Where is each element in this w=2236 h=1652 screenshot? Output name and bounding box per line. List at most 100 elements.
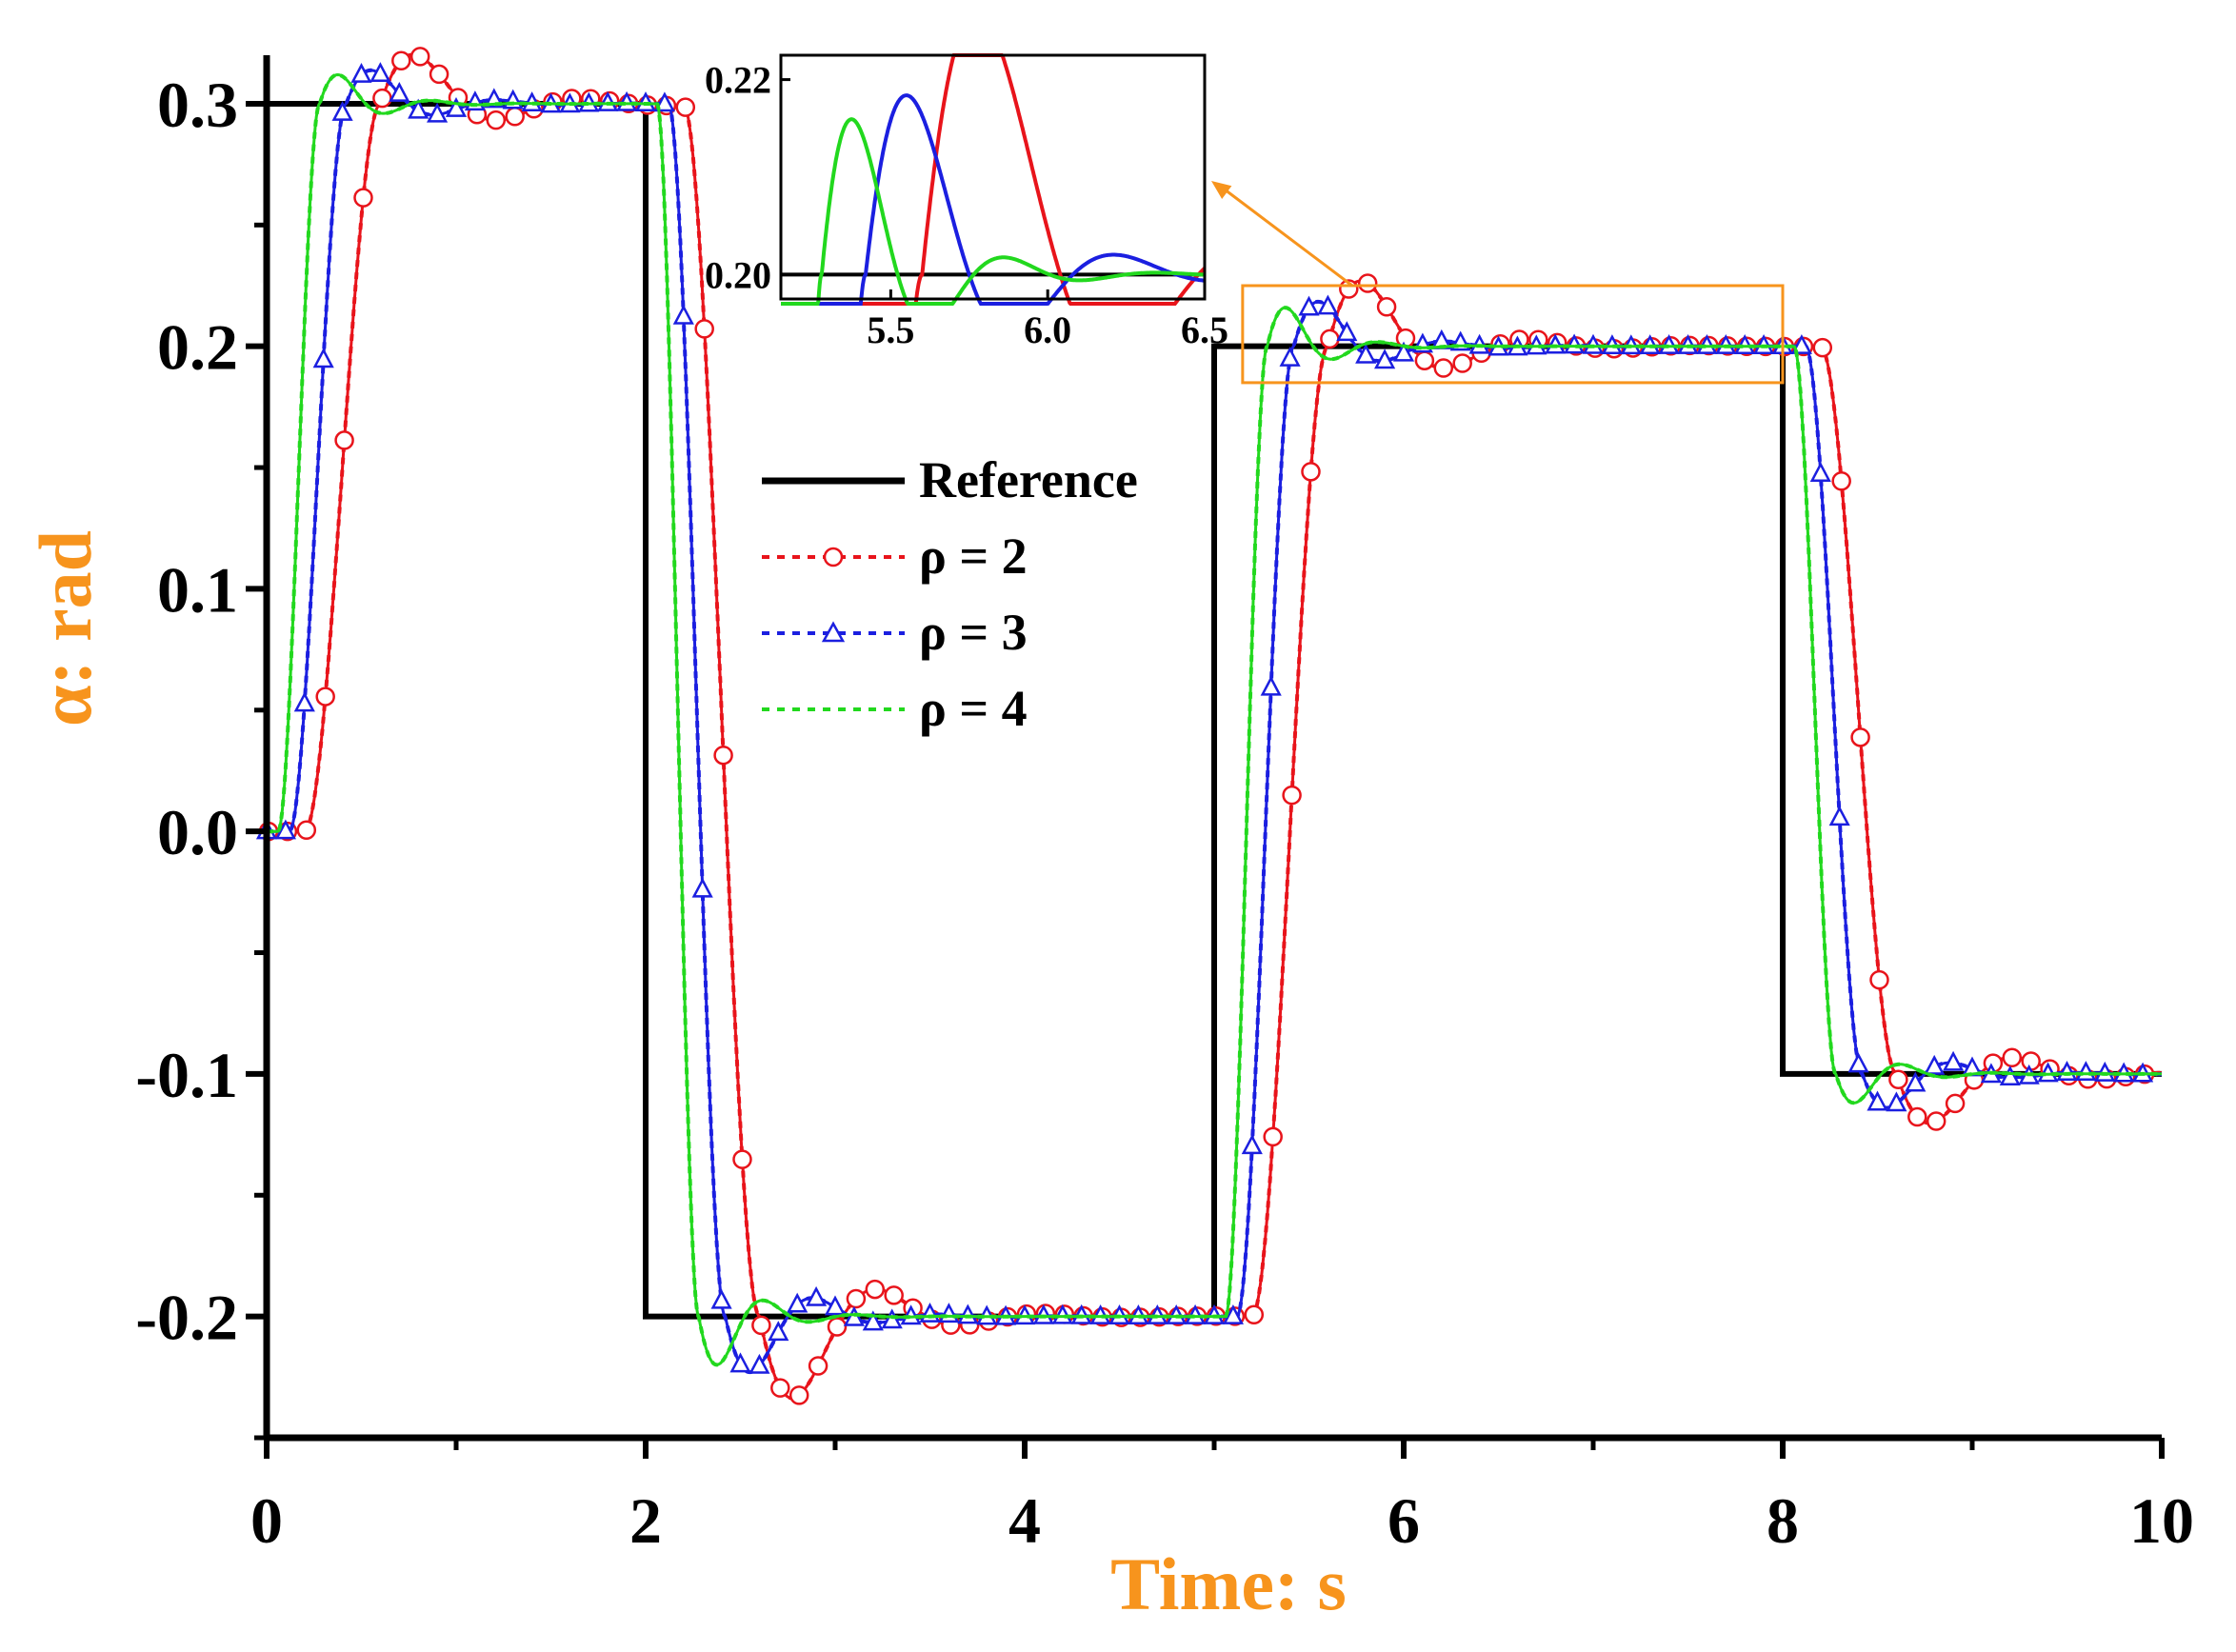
marker-rho2 (884, 1285, 904, 1305)
marker-rho3 (445, 97, 468, 117)
x-tick-label: 2 (629, 1484, 662, 1557)
marker-rho3 (1279, 346, 1301, 367)
marker-rho3 (710, 1288, 732, 1309)
inset-frame (779, 53, 1207, 301)
marker-rho2 (1869, 969, 1889, 990)
marker-rho3 (1847, 1052, 1869, 1073)
axes-layer: 0 2 4 6 8 10 0.3 0.2 0.1 0.0 -0.1 -0.2 (135, 55, 2194, 1557)
marker-rho3 (1867, 1090, 1888, 1111)
x-tick-label: 8 (1767, 1484, 1799, 1557)
marker-rho3 (274, 819, 296, 840)
marker-rho3 (862, 1310, 884, 1331)
marker-rho3 (1298, 295, 1320, 316)
marker-rho2 (1888, 1069, 1908, 1089)
marker-rho2 (1850, 727, 1870, 747)
marker-rho2 (315, 687, 335, 707)
inset-plot: 5.5 6.0 6.5 0.22 0.20 (705, 53, 1228, 351)
marker-rho2 (789, 1385, 809, 1405)
marker-rho2 (694, 319, 714, 339)
legend-marker-rho3 (821, 621, 846, 643)
legend-marker-rho2 (823, 547, 844, 567)
legend-label-rho2: ρ = 2 (919, 527, 1028, 585)
marker-rho2 (1452, 353, 1472, 373)
marker-rho2 (486, 109, 507, 130)
marker-rho2 (1376, 297, 1397, 317)
marker-rho2 (846, 1288, 867, 1309)
inset-x-tick-label: 6.5 (1181, 309, 1228, 351)
marker-rho3 (749, 1353, 770, 1374)
marker-rho2 (1926, 1111, 1947, 1131)
marker-rho3 (1336, 321, 1358, 342)
marker-rho2 (391, 50, 411, 71)
marker-rho3 (1374, 348, 1396, 369)
marker-rho2 (865, 1279, 886, 1300)
reference-line (267, 100, 2162, 1320)
marker-rho2 (1301, 462, 1321, 482)
marker-rho3 (369, 62, 391, 83)
marker-rho3 (881, 1308, 903, 1329)
inset-series-line-3 (781, 93, 1206, 306)
marker-rho3 (824, 1295, 847, 1316)
marker-rho3 (350, 62, 372, 83)
marker-rho2 (1433, 358, 1454, 378)
y-tick-label: -0.2 (135, 1282, 238, 1354)
y-tick-label: 0.0 (157, 796, 238, 868)
marker-rho2 (429, 64, 449, 85)
marker-rho2 (353, 188, 373, 208)
marker-rho2 (1831, 470, 1851, 491)
marker-rho2 (713, 745, 733, 766)
marker-rho3 (293, 691, 315, 712)
y-tick-label: 0.1 (157, 553, 238, 626)
marker-rho2 (1357, 273, 1378, 293)
marker-rho3 (1999, 1065, 2021, 1086)
marker-rho3 (1564, 333, 1586, 354)
marker-rho3 (2056, 1061, 2078, 1081)
y-axis-title: α: rad (24, 530, 107, 726)
marker-rho3 (1790, 334, 1812, 354)
marker-rho3 (1392, 341, 1415, 362)
marker-rho2 (1320, 328, 1340, 349)
legend-label-rho4: ρ = 4 (919, 680, 1028, 737)
marker-rho3 (427, 102, 449, 123)
marker-rho2 (372, 88, 392, 109)
marker-rho3 (408, 98, 429, 119)
zoom-highlight-box (1241, 284, 1785, 385)
marker-rho3 (1809, 462, 1831, 482)
marker-rho3 (1355, 343, 1377, 364)
y-tick-label: 0.3 (157, 69, 238, 141)
marker-rho3 (1241, 1134, 1263, 1155)
marker-rho2 (1945, 1093, 1966, 1114)
marker-rho3 (331, 101, 353, 121)
marker-rho3 (1317, 294, 1339, 315)
marker-rho2 (1263, 1126, 1283, 1147)
x-tick-label: 10 (2129, 1484, 2194, 1557)
legend-label-rho3: ρ = 3 (919, 604, 1028, 661)
marker-rho2 (751, 1315, 771, 1336)
legend-label-reference: Reference (919, 451, 1138, 508)
marker-rho3 (843, 1305, 865, 1326)
x-tick-label: 4 (1008, 1484, 1041, 1557)
marker-rho2 (827, 1317, 848, 1337)
marker-rho3 (1886, 1091, 1907, 1112)
marker-rho3 (672, 304, 694, 325)
marker-rho3 (653, 91, 675, 112)
x-tick-label: 6 (1388, 1484, 1420, 1557)
inset-series-line-4 (781, 117, 1205, 306)
marker-rho3 (787, 1292, 809, 1313)
marker-rho3 (389, 81, 410, 102)
marker-rho3 (1828, 806, 1850, 826)
marker-rho2 (2021, 1051, 2041, 1071)
marker-rho3 (312, 348, 334, 368)
marker-rho3 (768, 1321, 789, 1342)
legend: Reference ρ = 2 ρ = 3 ρ = 4 (762, 451, 1138, 737)
inset-y-tick-label: 0.22 (705, 59, 771, 102)
marker-rho2 (675, 97, 696, 117)
series-layer (255, 47, 2163, 1405)
marker-rho3 (729, 1352, 751, 1373)
x-axis-title: Time: s (1110, 1543, 1347, 1625)
marker-rho3 (1924, 1054, 1946, 1075)
marker-rho3 (1905, 1071, 1927, 1092)
main-plot: 0 2 4 6 8 10 0.3 0.2 0.1 0.0 -0.1 -0.2 (135, 47, 2194, 1557)
marker-rho3 (1222, 1304, 1244, 1324)
zoom-arrow (1211, 181, 1353, 288)
